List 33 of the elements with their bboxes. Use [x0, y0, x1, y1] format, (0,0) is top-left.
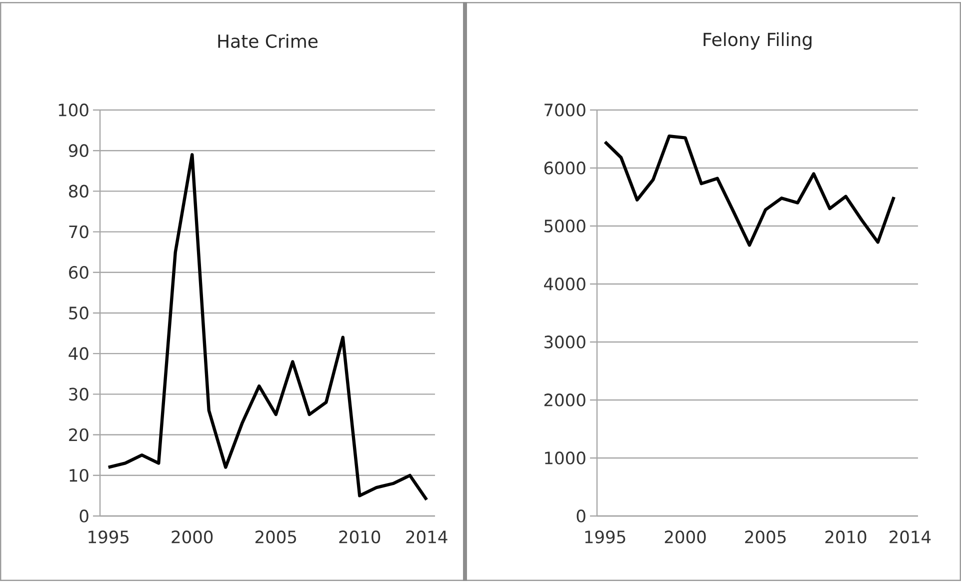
x-tick-label: 1995 — [88, 530, 129, 544]
line-series — [603, 134, 896, 247]
y-tick-label: 4000 — [544, 278, 586, 290]
x-tick-label: 2000 — [172, 530, 213, 544]
y-tick-label: 70 — [69, 225, 88, 238]
y-tick-label: 80 — [69, 184, 88, 198]
chart-title: Hate Crime — [218, 34, 318, 48]
x-tick-label: 1995 — [585, 530, 626, 544]
y-tick-label: 30 — [69, 388, 88, 401]
chart-title: Felony Filing — [704, 32, 812, 50]
y-tick-label: 0 — [80, 510, 88, 522]
y-tick-label: 7000 — [544, 104, 586, 116]
y-tick-label: 90 — [68, 144, 88, 158]
x-tick-label: 2014 — [406, 530, 448, 544]
y-tick-label: 40 — [68, 347, 88, 360]
x-tick-label: 2000 — [664, 530, 706, 544]
x-tick-label: 2005 — [745, 530, 786, 544]
y-tick-label: 20 — [69, 428, 88, 442]
x-tick-label: 2010 — [339, 530, 380, 544]
x-tick-label: 2005 — [255, 530, 296, 544]
y-tick-label: 10 — [70, 468, 88, 482]
y-tick-label: 50 — [69, 306, 88, 320]
y-tick-label: 100 — [58, 104, 88, 116]
y-tick-label: 1000 — [545, 452, 586, 464]
y-tick-label: 0 — [576, 510, 586, 522]
x-tick-label: 2010 — [825, 530, 866, 544]
y-tick-label: 5000 — [544, 220, 586, 232]
y-tick-label: 2000 — [544, 394, 586, 406]
y-tick-label: 3000 — [544, 336, 586, 348]
line-series — [106, 153, 428, 502]
y-tick-label: 60 — [69, 266, 88, 279]
y-tick-label: 6000 — [544, 162, 586, 174]
x-tick-label: 2014 — [890, 530, 931, 544]
